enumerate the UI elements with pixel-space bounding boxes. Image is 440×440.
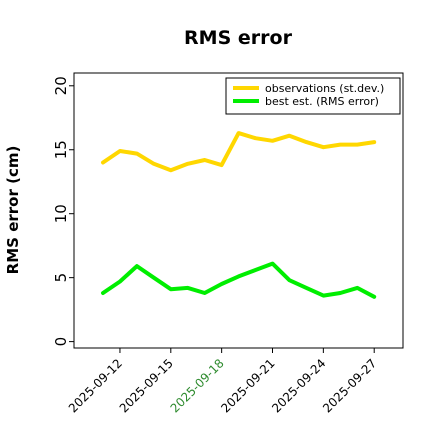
y-tick-label: 5 [52, 273, 70, 283]
data-point [305, 140, 308, 144]
data-point [118, 280, 122, 283]
data-point [186, 162, 189, 166]
data-point [373, 140, 376, 144]
data-point [152, 276, 156, 279]
data-point [169, 287, 172, 291]
data-point [237, 131, 240, 135]
data-point [322, 145, 325, 149]
plot-area [73, 72, 404, 349]
data-point [118, 149, 122, 153]
data-point [288, 134, 291, 137]
x-tick-label: 2025-09-24 [269, 356, 328, 415]
legend-label: best est. (RMS error) [265, 95, 379, 108]
data-point [322, 294, 325, 297]
data-point [152, 162, 156, 166]
chart-title: RMS error [184, 27, 293, 49]
y-axis-label: RMS error (cm) [4, 146, 22, 275]
data-point [356, 286, 359, 290]
x-tick-label: 2025-09-18 [168, 356, 227, 415]
legend-box [225, 77, 401, 115]
data-point [135, 264, 139, 268]
data-point [169, 169, 172, 172]
data-point [271, 139, 274, 142]
data-point [203, 291, 206, 295]
data-point [288, 279, 291, 282]
data-point [237, 275, 240, 278]
data-point [203, 158, 206, 162]
y-tick-label: 0 [52, 337, 70, 347]
series-line-best-estimate [101, 261, 377, 299]
data-point [356, 143, 359, 146]
x-tick-label: 2025-09-15 [117, 356, 176, 415]
data-point [135, 152, 139, 155]
data-point [271, 262, 274, 265]
data-point [254, 137, 257, 140]
legend-label: observations (st.dev.) [265, 82, 384, 95]
x-tick-label: 2025-09-21 [218, 356, 277, 415]
data-point [254, 268, 257, 272]
x-tick-label: 2025-09-27 [320, 356, 379, 415]
data-point [339, 291, 342, 295]
series-line-observations [101, 131, 377, 173]
data-point [186, 286, 189, 290]
data-point [305, 286, 308, 290]
data-point [373, 295, 376, 299]
data-point [220, 282, 223, 286]
data-point [220, 163, 223, 167]
x-tick-label: 2025-09-12 [66, 356, 125, 415]
y-tick-label: 10 [52, 204, 70, 223]
data-point [101, 291, 105, 295]
data-point [101, 161, 105, 164]
y-tick-label: 15 [52, 140, 70, 159]
chart-marks: 051015202025-09-122025-09-152025-09-1820… [52, 76, 379, 415]
data-point [339, 143, 342, 146]
y-tick-label: 20 [52, 76, 70, 95]
legend: observations (st.dev.)best est. (RMS err… [225, 77, 401, 115]
